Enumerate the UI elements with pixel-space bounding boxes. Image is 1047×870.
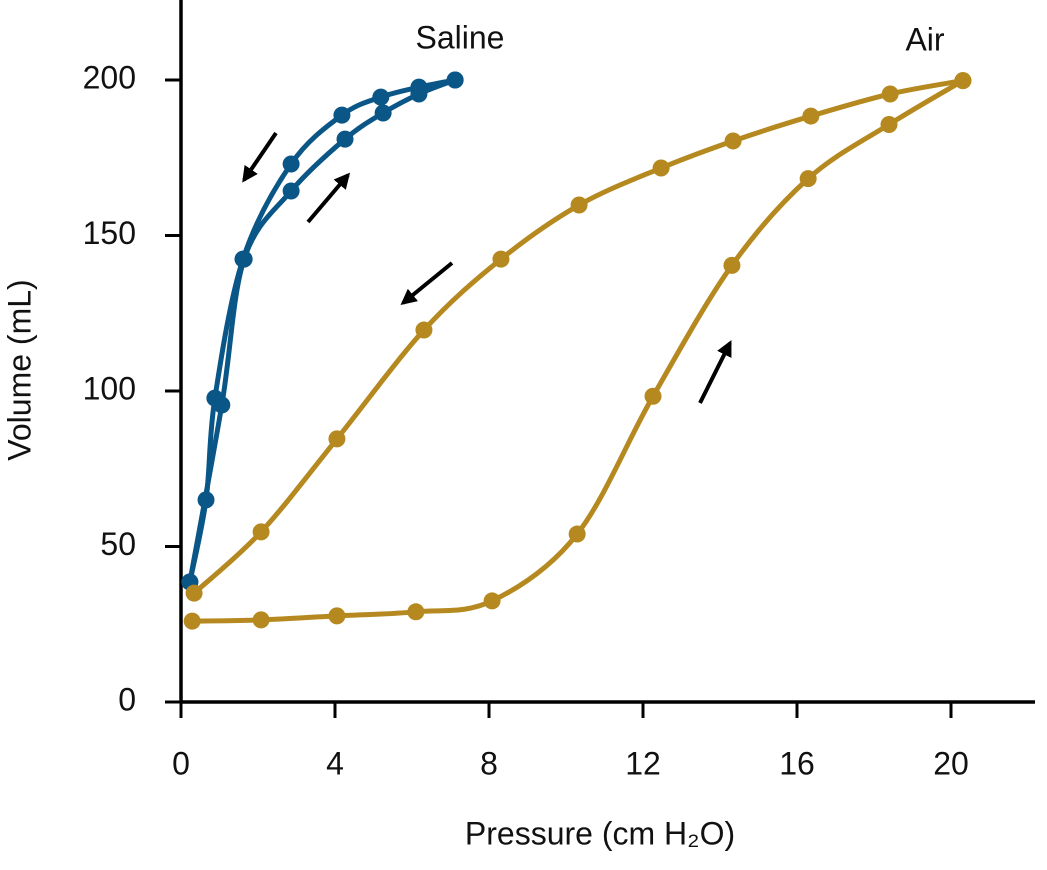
data-point <box>328 607 346 625</box>
data-point <box>492 250 510 268</box>
data-point <box>644 387 662 405</box>
data-point <box>252 611 270 629</box>
data-point <box>568 525 586 543</box>
data-point <box>880 115 898 133</box>
arrow <box>400 261 454 306</box>
data-point <box>252 523 270 541</box>
x-axis-label: Pressure (cm H₂O) <box>465 815 735 851</box>
series-label: Air <box>905 21 944 57</box>
data-point <box>197 491 215 509</box>
data-point <box>234 250 252 268</box>
data-point <box>415 321 433 339</box>
data-point <box>282 155 300 173</box>
data-point <box>333 106 351 124</box>
arrow <box>698 340 732 404</box>
data-point <box>799 170 817 188</box>
data-point <box>446 71 464 89</box>
x-tick-label: 4 <box>326 745 344 781</box>
y-tick-label: 0 <box>118 681 136 717</box>
data-point <box>954 72 972 90</box>
series-label: Saline <box>416 19 505 55</box>
direction-arrows <box>242 131 732 404</box>
x-tick-label: 20 <box>933 745 969 781</box>
data-point <box>723 256 741 274</box>
y-tick-label: 150 <box>83 215 136 251</box>
data-point <box>328 430 346 448</box>
x-tick-label: 12 <box>625 745 661 781</box>
y-tick-label: 50 <box>100 526 136 562</box>
curve <box>187 77 456 583</box>
data-point <box>407 603 425 621</box>
data-point <box>652 159 670 177</box>
data-point <box>374 104 392 122</box>
y-tick-label: 200 <box>83 59 136 95</box>
data-point <box>802 107 820 125</box>
x-tick-label: 0 <box>172 745 190 781</box>
data-point <box>483 592 501 610</box>
data-point <box>183 612 201 630</box>
arrow <box>242 131 278 183</box>
data-point <box>410 78 428 96</box>
x-tick-label: 8 <box>480 745 498 781</box>
data-point <box>336 130 354 148</box>
data-point <box>282 182 300 200</box>
curve <box>187 77 457 583</box>
data-point <box>881 85 899 103</box>
data-point <box>185 584 203 602</box>
y-tick-label: 100 <box>83 370 136 406</box>
data-point <box>724 132 742 150</box>
x-tick-label: 16 <box>779 745 815 781</box>
curve <box>192 78 964 595</box>
data-point <box>206 389 224 407</box>
arrow <box>306 172 351 224</box>
data-point <box>372 88 390 106</box>
y-axis-label: Volume (mL) <box>1 279 37 460</box>
data-point <box>570 196 588 214</box>
